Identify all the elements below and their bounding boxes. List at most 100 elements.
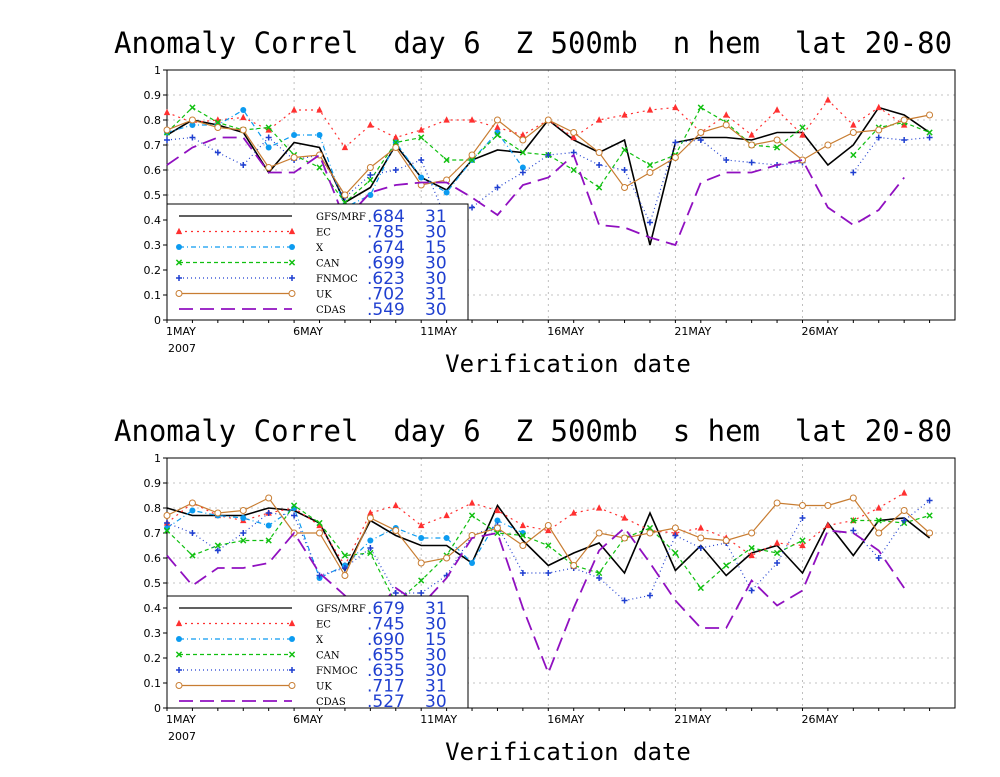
data-point xyxy=(697,534,705,542)
data-point xyxy=(392,144,400,151)
data-point xyxy=(595,504,603,511)
data-point xyxy=(570,562,578,569)
data-point xyxy=(545,526,552,534)
data-point xyxy=(748,131,755,138)
legend-marker xyxy=(288,227,296,235)
data-point xyxy=(494,529,501,537)
data-point xyxy=(646,169,654,176)
data-point xyxy=(392,527,400,534)
data-point xyxy=(494,123,501,131)
legend-entry: CDAS .527 30 xyxy=(179,692,447,712)
data-point xyxy=(926,497,933,504)
data-point xyxy=(494,184,501,191)
data-point xyxy=(265,537,272,544)
data-point xyxy=(621,597,628,604)
data-point xyxy=(595,184,603,191)
data-point xyxy=(672,532,679,539)
data-point xyxy=(418,174,425,181)
data-point xyxy=(392,590,399,596)
legend-mean-score: .684 xyxy=(367,207,405,227)
y-tick-label: 0 xyxy=(154,702,161,715)
data-point xyxy=(265,522,272,529)
data-point xyxy=(214,124,222,131)
data-point xyxy=(697,137,704,143)
legend-sample-count: 15 xyxy=(425,238,447,258)
data-point xyxy=(163,108,171,116)
data-point xyxy=(697,104,704,111)
data-point xyxy=(519,131,527,138)
data-point xyxy=(469,204,476,211)
x-tick-label: 6MAY xyxy=(293,325,323,338)
x-tick-label: 16MAY xyxy=(547,325,584,338)
data-point xyxy=(544,116,552,124)
data-point xyxy=(875,529,883,537)
data-point xyxy=(595,149,603,156)
legend-entry: UK .702 31 xyxy=(175,285,447,305)
data-point xyxy=(545,152,552,158)
data-point xyxy=(697,545,704,551)
legend-sample-count: 31 xyxy=(425,207,447,227)
data-point xyxy=(621,146,628,154)
data-point xyxy=(799,124,806,131)
data-point xyxy=(570,166,577,174)
y-tick-label: 0.8 xyxy=(144,502,162,515)
data-point xyxy=(875,517,882,524)
data-point xyxy=(239,507,247,514)
data-point xyxy=(544,522,552,529)
data-point xyxy=(265,144,272,151)
data-point xyxy=(189,530,196,536)
data-point xyxy=(316,164,323,171)
data-point xyxy=(748,551,755,559)
data-point xyxy=(240,162,247,168)
y-tick-label: 0.4 xyxy=(144,214,162,227)
x-axis-label: Verification date xyxy=(445,738,691,766)
data-point xyxy=(392,133,399,141)
legend-series-name: X xyxy=(316,635,324,646)
x-tick-label: 21MAY xyxy=(674,713,711,726)
legend-mean-score: .623 xyxy=(367,269,405,289)
data-point xyxy=(672,103,679,111)
data-point xyxy=(850,121,857,128)
data-point xyxy=(697,129,705,136)
data-point xyxy=(774,560,781,566)
data-point xyxy=(748,159,755,166)
data-point xyxy=(773,106,781,113)
legend-marker xyxy=(176,667,182,673)
data-point xyxy=(418,577,425,584)
series-line xyxy=(166,492,905,567)
y-tick-label: 0.5 xyxy=(144,577,162,590)
data-point xyxy=(341,572,349,579)
y-tick-label: 0.2 xyxy=(144,264,162,277)
legend-mean-score: .527 xyxy=(367,692,405,712)
legend-sample-count: 31 xyxy=(425,285,447,305)
legend-series-name: GFS/MRF xyxy=(316,212,366,223)
legend-marker xyxy=(176,636,182,642)
data-point xyxy=(443,156,450,164)
y-tick-label: 0.3 xyxy=(144,627,162,640)
data-point xyxy=(926,512,933,519)
data-point xyxy=(824,96,832,103)
x-tick-label: 1MAY xyxy=(166,713,196,726)
data-point xyxy=(748,544,755,552)
data-point xyxy=(366,514,374,522)
legend-sample-count: 30 xyxy=(425,269,447,289)
data-point xyxy=(367,121,374,128)
x-tick-label: 11MAY xyxy=(420,325,457,338)
data-point xyxy=(926,111,934,119)
legend-entry: GFS/MRF .684 31 xyxy=(179,207,447,227)
legend-series-name: X xyxy=(316,243,324,254)
x-tick-label: 11MAY xyxy=(420,713,457,726)
data-point xyxy=(773,499,781,507)
data-point xyxy=(418,157,425,163)
data-point xyxy=(773,144,781,151)
data-point xyxy=(163,527,171,534)
legend-series-name: CAN xyxy=(316,651,340,662)
data-point xyxy=(519,149,527,156)
data-point xyxy=(773,549,781,557)
series-cdas xyxy=(166,526,905,676)
data-point xyxy=(798,502,806,509)
data-point xyxy=(265,126,272,133)
data-point xyxy=(671,154,679,161)
legend-entry: GFS/MRF .679 31 xyxy=(179,599,447,619)
y-tick-label: 0.5 xyxy=(144,189,162,202)
